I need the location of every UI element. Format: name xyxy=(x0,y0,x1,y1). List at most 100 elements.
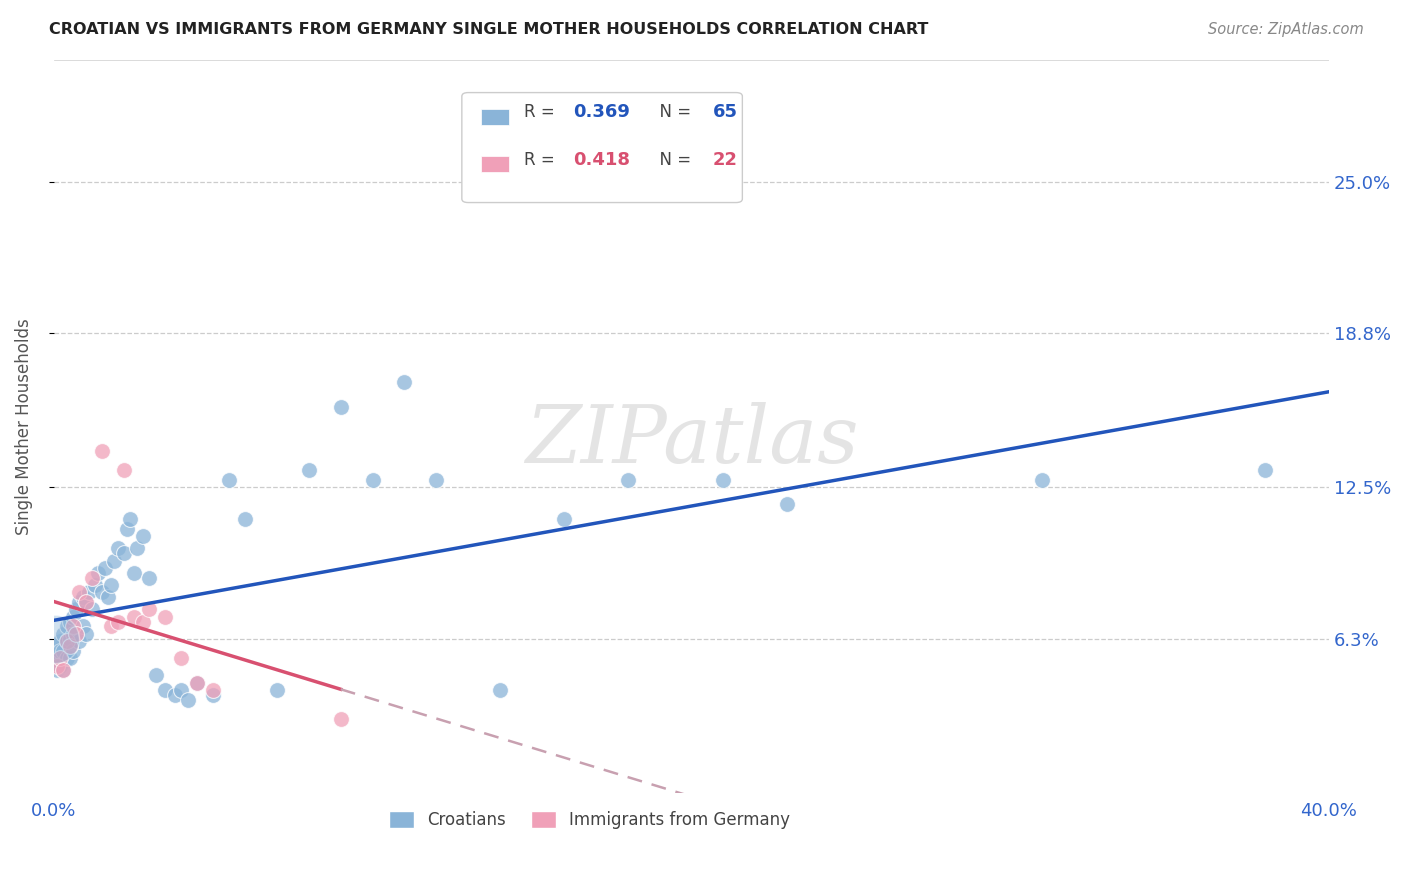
Point xyxy=(52,664,75,678)
Point xyxy=(72,590,94,604)
Point xyxy=(170,651,193,665)
Point xyxy=(425,473,447,487)
Point xyxy=(49,644,72,658)
Point xyxy=(100,578,122,592)
Text: 0.369: 0.369 xyxy=(572,103,630,121)
Point xyxy=(233,512,256,526)
Point xyxy=(132,529,155,543)
Point xyxy=(52,644,75,658)
Point xyxy=(186,675,208,690)
FancyBboxPatch shape xyxy=(481,156,509,172)
Point xyxy=(361,473,384,487)
Point xyxy=(776,497,799,511)
Point xyxy=(84,578,107,592)
Point xyxy=(218,473,240,487)
Text: R =: R = xyxy=(524,151,561,169)
Point xyxy=(62,619,84,633)
Text: ZIPatlas: ZIPatlas xyxy=(524,402,858,480)
Point xyxy=(59,632,82,646)
Point xyxy=(67,595,90,609)
Y-axis label: Single Mother Households: Single Mother Households xyxy=(15,318,32,534)
Point xyxy=(120,512,142,526)
Point xyxy=(132,615,155,629)
Point xyxy=(55,634,77,648)
Point xyxy=(177,693,200,707)
Point xyxy=(202,683,225,698)
Point xyxy=(266,683,288,698)
Text: Source: ZipAtlas.com: Source: ZipAtlas.com xyxy=(1208,22,1364,37)
Point xyxy=(553,512,575,526)
Point xyxy=(115,522,138,536)
Point xyxy=(67,634,90,648)
Point xyxy=(107,615,129,629)
Point xyxy=(94,561,117,575)
Point xyxy=(55,634,77,648)
Point xyxy=(329,712,352,726)
Point xyxy=(90,585,112,599)
Text: N =: N = xyxy=(650,103,696,121)
Point xyxy=(329,400,352,414)
Point xyxy=(87,566,110,580)
Legend: Croatians, Immigrants from Germany: Croatians, Immigrants from Germany xyxy=(382,804,797,836)
Text: R =: R = xyxy=(524,103,561,121)
Point xyxy=(65,627,87,641)
Point xyxy=(394,375,416,389)
Point xyxy=(138,602,160,616)
Text: 22: 22 xyxy=(713,151,738,169)
Point xyxy=(75,627,97,641)
FancyBboxPatch shape xyxy=(461,93,742,202)
Point xyxy=(75,595,97,609)
Point xyxy=(49,634,72,648)
Point xyxy=(65,602,87,616)
Point xyxy=(122,609,145,624)
Point xyxy=(62,627,84,641)
Text: N =: N = xyxy=(650,151,696,169)
Point xyxy=(170,683,193,698)
Point xyxy=(1254,463,1277,477)
Point xyxy=(202,688,225,702)
Point xyxy=(298,463,321,477)
Point xyxy=(46,658,69,673)
Point xyxy=(62,644,84,658)
Point xyxy=(80,602,103,616)
Point xyxy=(72,619,94,633)
Text: CROATIAN VS IMMIGRANTS FROM GERMANY SINGLE MOTHER HOUSEHOLDS CORRELATION CHART: CROATIAN VS IMMIGRANTS FROM GERMANY SING… xyxy=(49,22,928,37)
Point xyxy=(46,664,69,678)
Point xyxy=(97,590,120,604)
Point xyxy=(145,668,167,682)
Point xyxy=(59,651,82,665)
Point xyxy=(77,585,100,599)
Point xyxy=(46,651,69,665)
Point xyxy=(44,632,66,646)
Point xyxy=(62,609,84,624)
Point xyxy=(75,595,97,609)
Point xyxy=(55,651,77,665)
Point xyxy=(125,541,148,556)
Text: 65: 65 xyxy=(713,103,738,121)
Point xyxy=(616,473,638,487)
Point xyxy=(112,463,135,477)
Point xyxy=(80,571,103,585)
Point xyxy=(122,566,145,580)
FancyBboxPatch shape xyxy=(481,109,509,125)
Point xyxy=(103,553,125,567)
Point xyxy=(55,619,77,633)
Point xyxy=(186,675,208,690)
Point xyxy=(107,541,129,556)
Point xyxy=(138,571,160,585)
Text: 0.418: 0.418 xyxy=(572,151,630,169)
Point xyxy=(59,639,82,653)
Point xyxy=(67,585,90,599)
Point xyxy=(100,619,122,633)
Point xyxy=(65,627,87,641)
Point xyxy=(46,639,69,653)
Point xyxy=(163,688,186,702)
Point xyxy=(155,683,177,698)
Point xyxy=(489,683,512,698)
Point xyxy=(59,615,82,629)
Point xyxy=(52,664,75,678)
Point xyxy=(1031,473,1053,487)
Point xyxy=(112,546,135,560)
Point xyxy=(49,651,72,665)
Point xyxy=(90,443,112,458)
